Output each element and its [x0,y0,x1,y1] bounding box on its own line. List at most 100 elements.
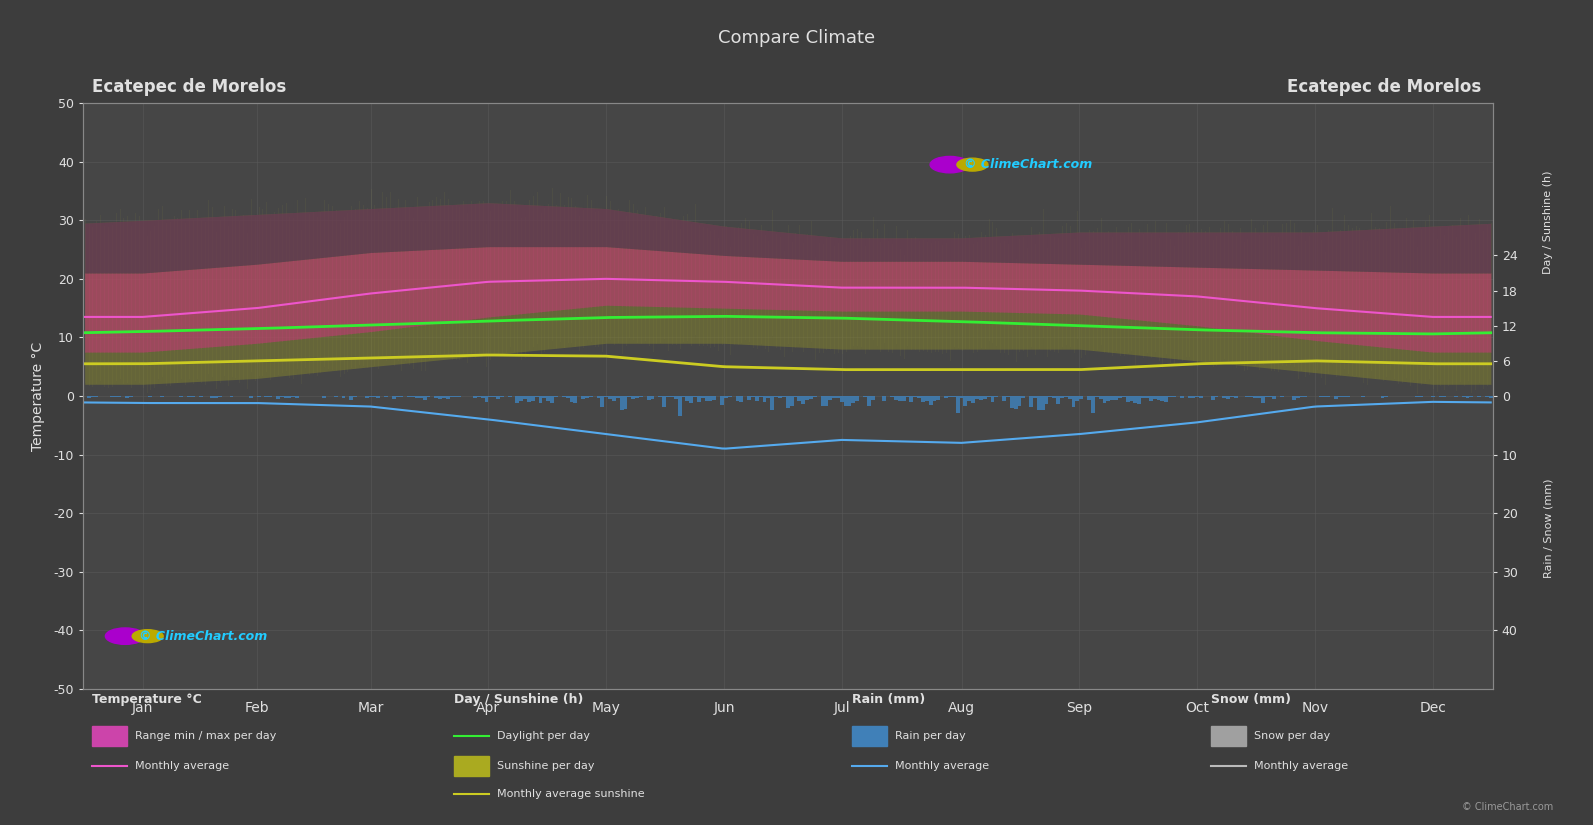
Bar [1005,396,1010,397]
Bar [1021,396,1026,398]
Bar [636,396,639,398]
Circle shape [105,628,145,644]
Bar [349,396,354,400]
Bar [1172,396,1176,398]
Bar [1114,396,1118,400]
Bar [847,396,852,406]
Bar [1075,396,1080,401]
Bar [1080,396,1083,399]
Bar [1489,396,1493,398]
Bar [937,396,940,400]
Bar [596,396,601,398]
Bar [956,396,959,412]
Bar [986,396,991,397]
Circle shape [930,157,970,172]
Bar [628,396,631,397]
Bar [932,396,937,401]
Bar [1195,396,1200,397]
Bar [601,396,604,407]
Text: © ClimeChart.com: © ClimeChart.com [964,158,1093,171]
Bar [446,396,449,398]
Bar [1126,396,1129,402]
Bar [894,396,898,399]
Bar [959,396,964,398]
Bar [562,396,566,397]
Bar [1235,396,1238,398]
Bar [809,396,812,399]
Bar [284,396,288,398]
Bar [844,396,847,406]
Bar [709,396,712,401]
Bar [1249,396,1254,398]
Text: Monthly average: Monthly average [895,761,989,771]
Text: Ecatepec de Morelos: Ecatepec de Morelos [92,78,287,96]
Text: Snow per day: Snow per day [1254,731,1330,741]
Bar [1118,396,1121,398]
Bar [945,396,948,398]
Text: Monthly average sunshine: Monthly average sunshine [497,789,645,799]
Bar [820,396,825,407]
Bar [953,396,956,398]
Bar [793,396,798,398]
Bar [763,396,766,402]
Bar [373,396,376,398]
Bar [1040,396,1045,409]
Bar [1346,396,1349,397]
Bar [508,396,511,397]
Bar [581,396,585,398]
Bar [631,396,636,398]
Bar [972,396,975,403]
Bar [457,396,462,397]
Text: Monthly average: Monthly average [1254,761,1348,771]
Bar [1338,396,1341,398]
Bar [1362,396,1365,397]
Bar [975,396,980,399]
Bar [435,396,438,398]
Bar [828,396,832,400]
Bar [1121,396,1126,397]
Bar [798,396,801,401]
Bar [213,396,218,398]
Bar [1013,396,1018,409]
Bar [1327,396,1330,397]
Bar [1246,396,1249,398]
Bar [449,396,454,398]
Bar [750,396,755,398]
Bar [422,396,427,399]
Bar [546,396,550,401]
Bar [1032,396,1037,398]
Bar [322,396,327,398]
Bar [647,396,650,400]
Text: © ClimeChart.com: © ClimeChart.com [1462,802,1553,812]
Bar [983,396,986,399]
Bar [516,396,519,403]
Bar [612,396,616,401]
Bar [1164,396,1168,403]
Bar [1153,396,1157,399]
Bar [1145,396,1149,398]
Bar [1107,396,1110,401]
Bar [1059,396,1064,398]
Bar [1141,396,1145,398]
Bar [519,396,523,401]
Bar [967,396,972,401]
Bar [620,396,623,410]
Bar [650,396,655,399]
Bar [883,396,886,401]
Bar [698,396,701,403]
Bar [1129,396,1134,402]
Bar [871,396,875,400]
Bar [1002,396,1005,400]
Bar [484,396,489,402]
Bar [910,396,913,402]
Bar [1029,396,1032,407]
Bar [836,396,840,398]
Bar [1295,396,1300,398]
Y-axis label: Temperature °C: Temperature °C [30,342,45,450]
Bar [523,396,527,398]
Text: Snow (mm): Snow (mm) [1211,693,1290,706]
Bar [685,396,690,402]
Bar [1254,396,1257,398]
Bar [538,396,543,403]
Bar [905,396,910,397]
